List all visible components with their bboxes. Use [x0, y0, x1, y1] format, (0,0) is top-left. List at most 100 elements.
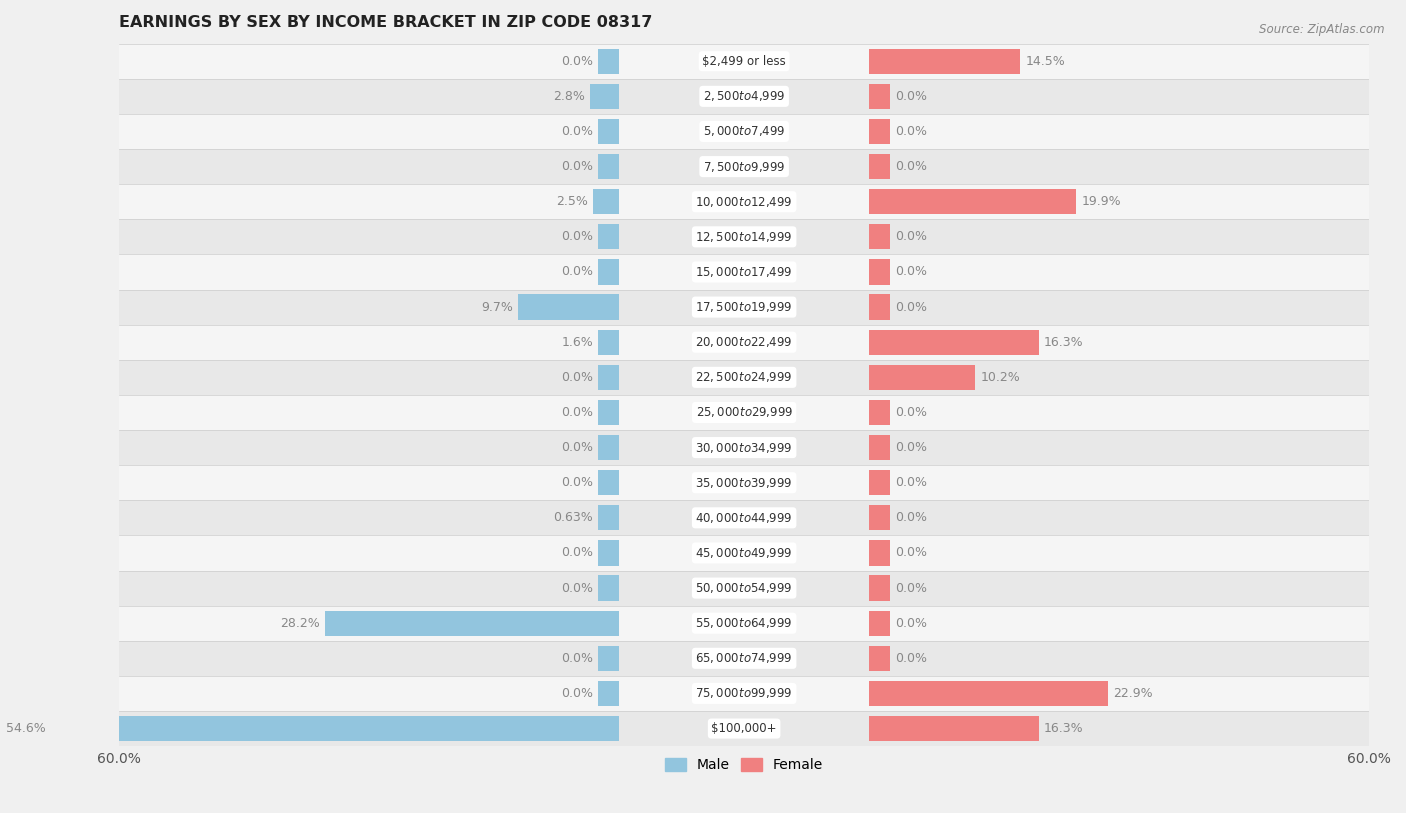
Bar: [120, 220, 1369, 254]
Text: $35,000 to $39,999: $35,000 to $39,999: [696, 476, 793, 489]
Text: 28.2%: 28.2%: [280, 617, 321, 630]
Bar: [599, 365, 619, 390]
Bar: [599, 49, 619, 74]
Text: 0.0%: 0.0%: [561, 230, 593, 243]
Bar: [120, 360, 1369, 395]
Text: 0.0%: 0.0%: [896, 266, 927, 279]
Bar: [120, 44, 1369, 79]
Text: 0.0%: 0.0%: [896, 546, 927, 559]
Bar: [869, 294, 890, 320]
Bar: [869, 680, 1108, 706]
Text: 1.6%: 1.6%: [561, 336, 593, 349]
Text: 0.0%: 0.0%: [896, 125, 927, 138]
Bar: [869, 189, 1077, 215]
Bar: [599, 505, 619, 530]
Bar: [869, 646, 890, 671]
Bar: [869, 541, 890, 566]
Bar: [599, 259, 619, 285]
Bar: [869, 576, 890, 601]
Text: 0.63%: 0.63%: [554, 511, 593, 524]
Text: $2,500 to $4,999: $2,500 to $4,999: [703, 89, 786, 103]
Text: $10,000 to $12,499: $10,000 to $12,499: [696, 195, 793, 209]
Text: $22,500 to $24,999: $22,500 to $24,999: [696, 371, 793, 385]
Text: $25,000 to $29,999: $25,000 to $29,999: [696, 406, 793, 420]
Text: 0.0%: 0.0%: [561, 371, 593, 384]
Bar: [599, 119, 619, 144]
Text: 16.3%: 16.3%: [1045, 722, 1084, 735]
Text: $65,000 to $74,999: $65,000 to $74,999: [696, 651, 793, 665]
Bar: [120, 185, 1369, 220]
Text: 0.0%: 0.0%: [896, 441, 927, 454]
Bar: [869, 505, 890, 530]
Bar: [599, 680, 619, 706]
Bar: [599, 541, 619, 566]
Text: 0.0%: 0.0%: [561, 652, 593, 665]
Bar: [599, 576, 619, 601]
Bar: [869, 119, 890, 144]
Text: 10.2%: 10.2%: [980, 371, 1021, 384]
Text: $55,000 to $64,999: $55,000 to $64,999: [696, 616, 793, 630]
Bar: [869, 470, 890, 495]
Text: EARNINGS BY SEX BY INCOME BRACKET IN ZIP CODE 08317: EARNINGS BY SEX BY INCOME BRACKET IN ZIP…: [120, 15, 652, 30]
Text: $40,000 to $44,999: $40,000 to $44,999: [696, 511, 793, 525]
Text: $20,000 to $22,499: $20,000 to $22,499: [696, 335, 793, 350]
Text: $50,000 to $54,999: $50,000 to $54,999: [696, 581, 793, 595]
Bar: [120, 79, 1369, 114]
Bar: [120, 641, 1369, 676]
Bar: [120, 289, 1369, 324]
Bar: [869, 259, 890, 285]
Text: 0.0%: 0.0%: [896, 301, 927, 314]
Bar: [120, 465, 1369, 500]
Text: 0.0%: 0.0%: [561, 687, 593, 700]
Bar: [120, 395, 1369, 430]
Text: 0.0%: 0.0%: [561, 406, 593, 419]
Bar: [120, 254, 1369, 289]
Bar: [869, 224, 890, 250]
Text: $15,000 to $17,499: $15,000 to $17,499: [696, 265, 793, 279]
Bar: [599, 329, 619, 354]
Text: $5,000 to $7,499: $5,000 to $7,499: [703, 124, 786, 138]
Text: $45,000 to $49,999: $45,000 to $49,999: [696, 546, 793, 560]
Text: 0.0%: 0.0%: [561, 476, 593, 489]
Bar: [120, 606, 1369, 641]
Text: 54.6%: 54.6%: [6, 722, 45, 735]
Text: 0.0%: 0.0%: [561, 54, 593, 67]
Bar: [120, 500, 1369, 536]
Bar: [869, 49, 1021, 74]
Bar: [869, 716, 1039, 741]
Text: 0.0%: 0.0%: [561, 441, 593, 454]
Bar: [120, 149, 1369, 185]
Bar: [869, 365, 976, 390]
Text: 0.0%: 0.0%: [896, 160, 927, 173]
Text: 0.0%: 0.0%: [896, 90, 927, 103]
Bar: [120, 324, 1369, 360]
Text: 0.0%: 0.0%: [896, 511, 927, 524]
Bar: [599, 400, 619, 425]
Bar: [591, 84, 619, 109]
Legend: Male, Female: Male, Female: [659, 753, 828, 778]
Text: 0.0%: 0.0%: [896, 230, 927, 243]
Text: 0.0%: 0.0%: [561, 581, 593, 594]
Bar: [869, 154, 890, 179]
Text: 16.3%: 16.3%: [1045, 336, 1084, 349]
Bar: [120, 676, 1369, 711]
Bar: [599, 224, 619, 250]
Text: 0.0%: 0.0%: [561, 266, 593, 279]
Text: 0.0%: 0.0%: [896, 652, 927, 665]
Text: $100,000+: $100,000+: [711, 722, 778, 735]
Bar: [869, 611, 890, 636]
Text: 2.5%: 2.5%: [555, 195, 588, 208]
Text: 19.9%: 19.9%: [1081, 195, 1121, 208]
Text: 22.9%: 22.9%: [1112, 687, 1153, 700]
Bar: [120, 711, 1369, 746]
Text: 0.0%: 0.0%: [896, 581, 927, 594]
Bar: [599, 470, 619, 495]
Text: 0.0%: 0.0%: [561, 125, 593, 138]
Bar: [869, 400, 890, 425]
Text: 0.0%: 0.0%: [896, 406, 927, 419]
Text: $30,000 to $34,999: $30,000 to $34,999: [696, 441, 793, 454]
Text: 0.0%: 0.0%: [896, 476, 927, 489]
Text: 2.8%: 2.8%: [553, 90, 585, 103]
Bar: [120, 571, 1369, 606]
Bar: [120, 114, 1369, 149]
